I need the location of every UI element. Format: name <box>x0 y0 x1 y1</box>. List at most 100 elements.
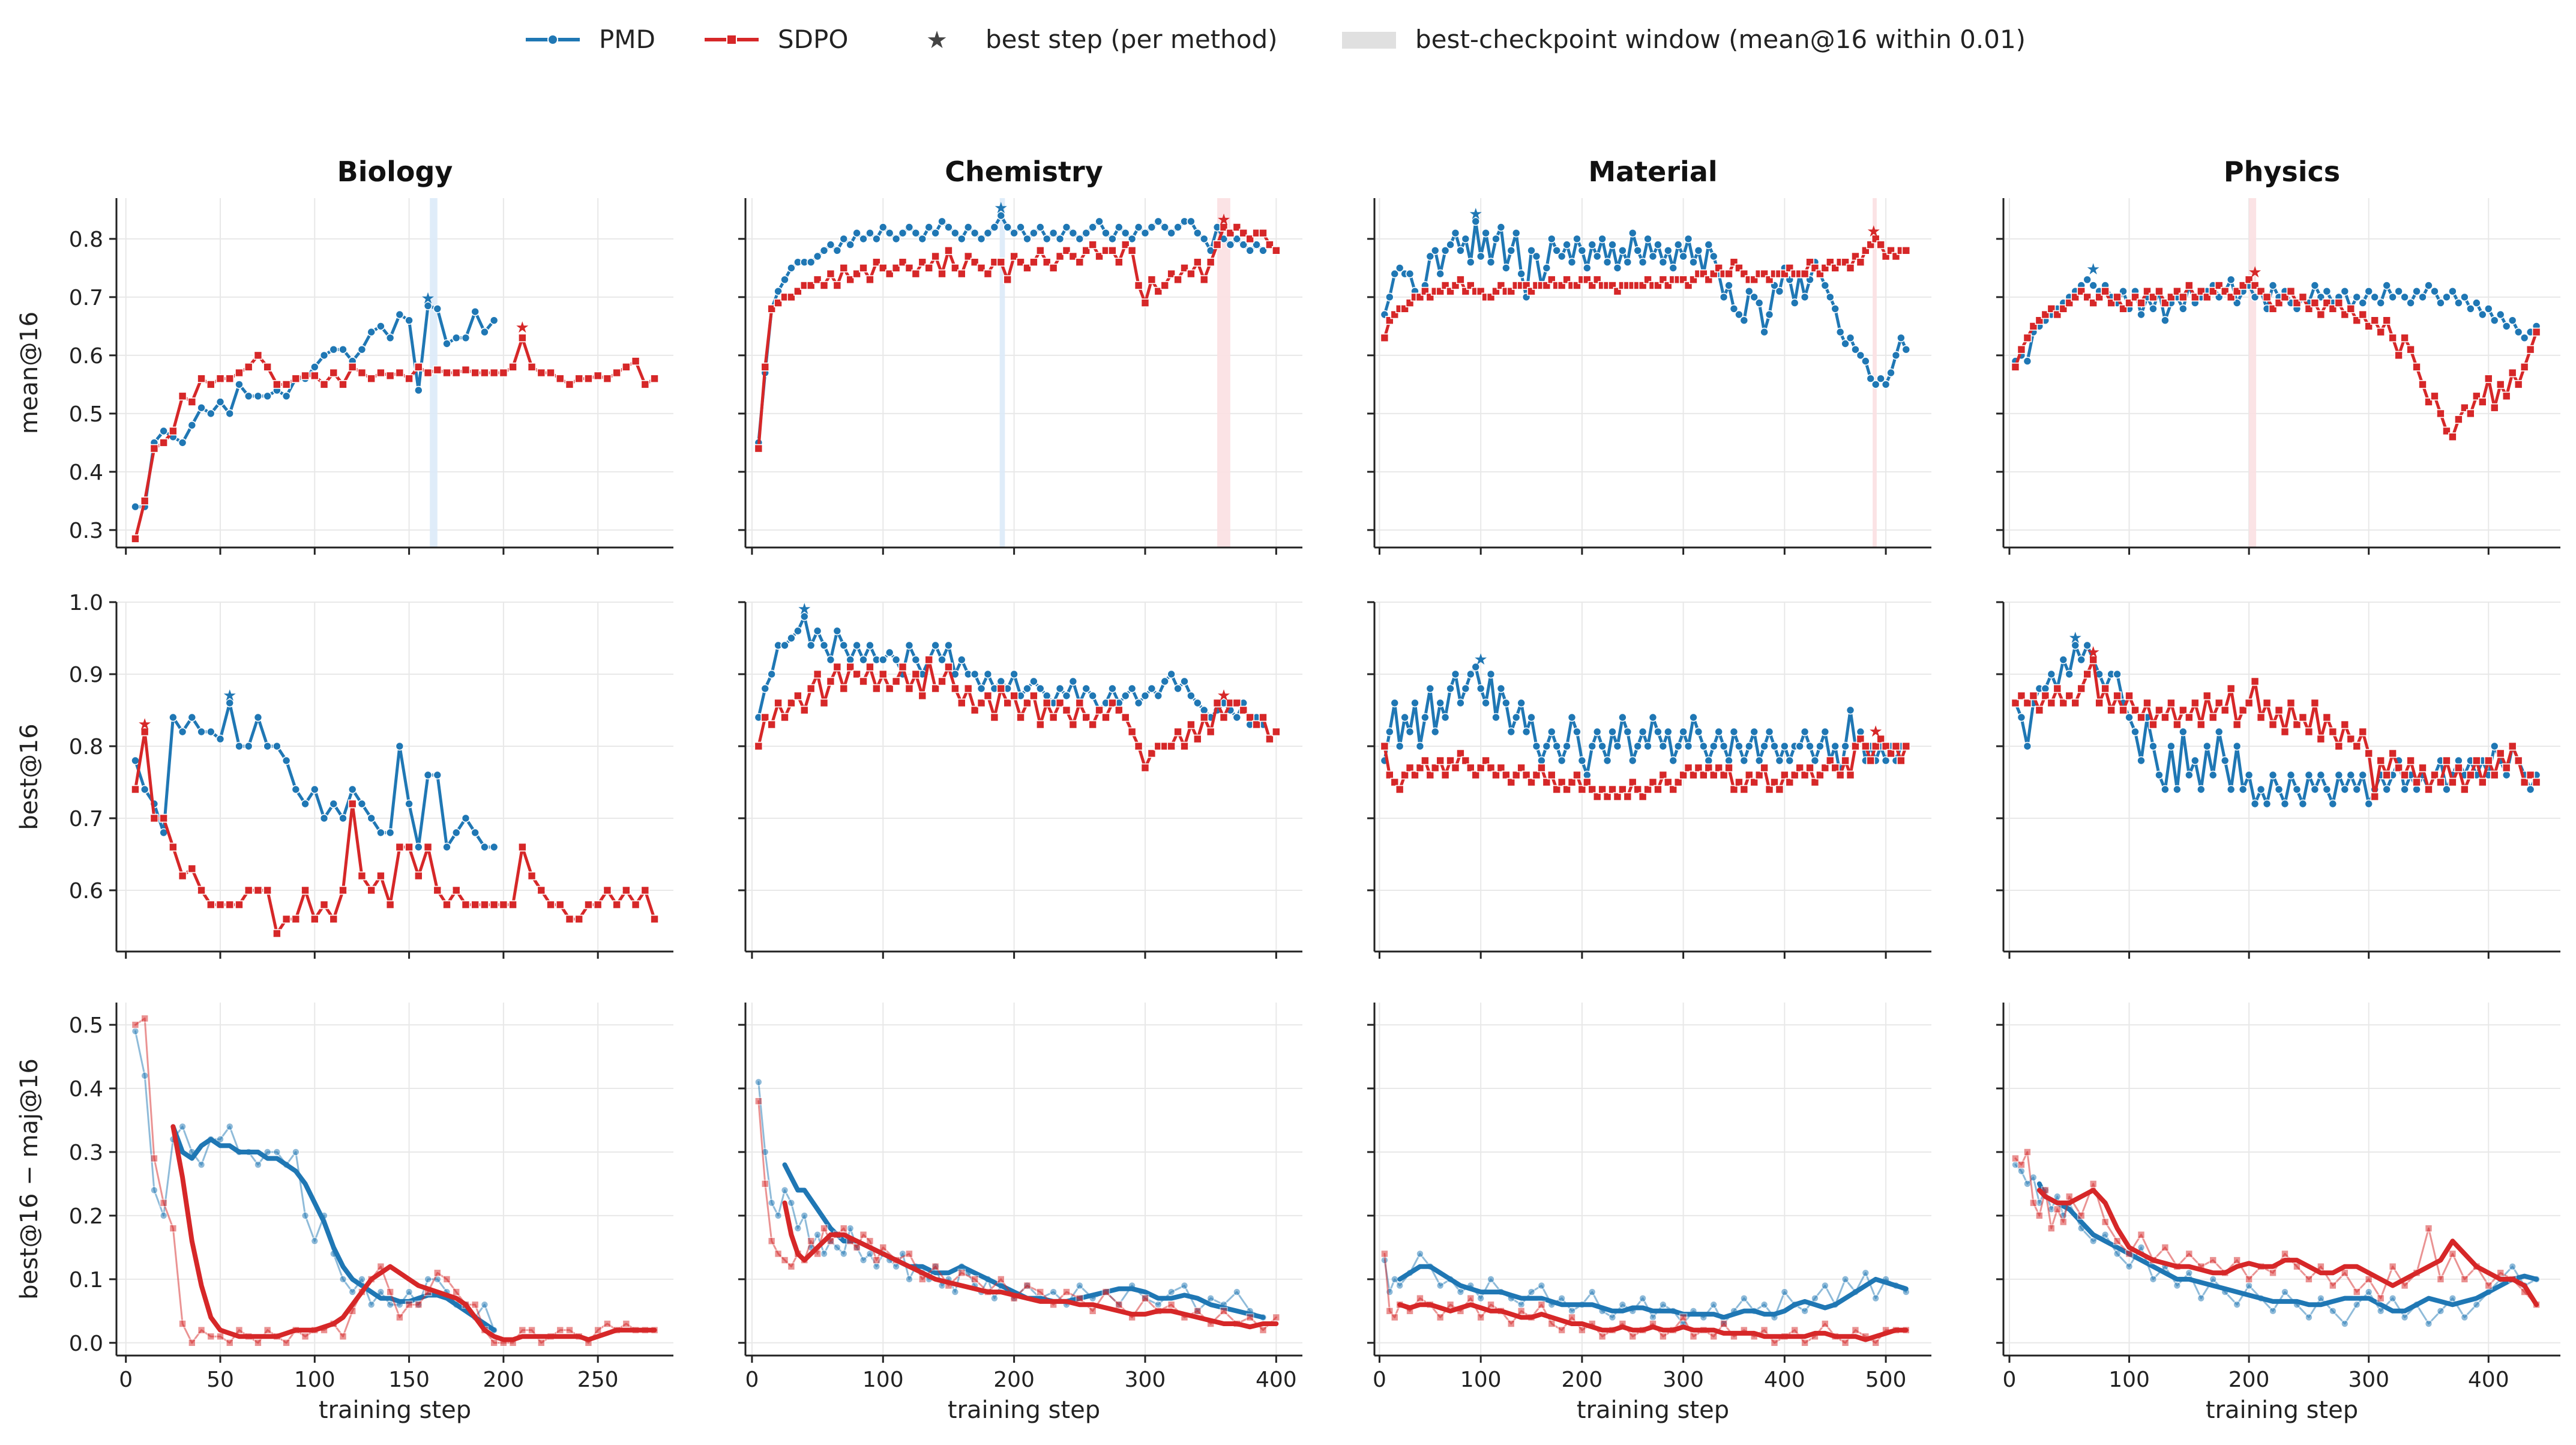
data-point-sdpo <box>2179 705 2188 715</box>
data-point-pmd <box>1704 240 1714 249</box>
data-point-pmd <box>1395 264 1404 273</box>
data-point-sdpo <box>253 885 263 895</box>
data-point-pmd <box>977 684 986 693</box>
data-point-pmd <box>1679 252 1688 261</box>
data-point-pmd <box>2281 1288 2289 1296</box>
data-point-sdpo <box>2023 333 2032 343</box>
data-point-pmd <box>2137 1243 2146 1252</box>
data-point-pmd <box>1739 316 1749 325</box>
data-point-pmd <box>832 246 842 255</box>
data-point-pmd <box>1491 234 1500 244</box>
data-point-pmd <box>2436 298 2445 307</box>
data-point-pmd <box>1395 1281 1404 1290</box>
data-point-sdpo <box>281 380 291 389</box>
data-point-sdpo <box>2490 403 2499 412</box>
data-point-pmd <box>2238 785 2248 794</box>
data-point-pmd <box>1679 727 1688 737</box>
data-point-sdpo <box>1871 741 1880 751</box>
data-point-pmd <box>1206 1294 1215 1303</box>
data-point-sdpo <box>1623 792 1633 801</box>
data-point-sdpo <box>2011 362 2020 372</box>
data-point-pmd <box>2179 727 2188 737</box>
data-point-pmd <box>1075 234 1085 244</box>
data-point-sdpo <box>2454 415 2463 424</box>
data-point-sdpo <box>1199 713 1209 722</box>
x-tick-label: 200 <box>483 1368 525 1392</box>
data-point-sdpo <box>1023 1281 1032 1290</box>
data-point-pmd <box>489 316 499 325</box>
data-point-pmd <box>2382 281 2391 290</box>
data-point-pmd <box>2149 304 2158 313</box>
y-axis-label: best@16 − maj@16 <box>16 1058 43 1300</box>
data-point-sdpo <box>1608 785 1617 794</box>
data-point-sdpo <box>1180 264 1189 273</box>
data-point-sdpo <box>1679 770 1688 780</box>
data-point-sdpo <box>2532 777 2541 787</box>
data-point-pmd <box>424 1275 432 1284</box>
data-point-pmd <box>2232 741 2242 751</box>
data-point-sdpo <box>225 1339 234 1347</box>
data-point-sdpo <box>1390 777 1400 787</box>
data-point-sdpo <box>2436 1275 2445 1284</box>
data-point-pmd <box>2376 298 2385 307</box>
data-point-sdpo <box>385 900 395 910</box>
data-point-pmd <box>819 246 829 255</box>
data-point-sdpo <box>865 662 874 672</box>
data-point-pmd <box>405 1288 414 1296</box>
panel-2-3: 0 100 200 300 400 training step <box>1996 1003 2560 1424</box>
data-point-pmd <box>1587 741 1597 751</box>
data-point-pmd <box>376 322 385 331</box>
data-point-pmd <box>244 741 253 751</box>
data-point-sdpo <box>1502 770 1511 780</box>
data-point-pmd <box>1886 368 1895 378</box>
data-point-pmd <box>2454 298 2463 307</box>
data-point-pmd <box>386 1300 394 1309</box>
data-point-pmd <box>1187 217 1196 226</box>
data-point-sdpo <box>787 292 796 302</box>
legend-star-icon: ★ <box>926 26 948 54</box>
data-point-sdpo <box>451 885 461 895</box>
data-point-pmd <box>1487 1275 1495 1284</box>
data-point-sdpo <box>2484 1281 2493 1290</box>
data-point-sdpo <box>1062 705 1071 715</box>
data-point-pmd <box>1673 741 1683 751</box>
data-point-sdpo <box>1055 698 1065 708</box>
data-point-sdpo <box>565 1326 574 1335</box>
data-point-sdpo <box>832 662 842 672</box>
data-point-sdpo <box>131 534 140 543</box>
data-point-sdpo <box>931 684 940 693</box>
data-point-pmd <box>1825 292 1835 302</box>
data-point-pmd <box>1805 741 1814 751</box>
y-tick-label: 0.7 <box>69 807 103 831</box>
data-point-pmd <box>461 333 471 343</box>
legend-window-patch <box>1342 32 1396 49</box>
data-point-pmd <box>944 223 953 232</box>
data-point-sdpo <box>1232 223 1242 232</box>
y-axis-label: best@16 <box>16 723 43 830</box>
data-point-pmd <box>1684 741 1693 751</box>
data-point-sdpo <box>1140 763 1150 773</box>
data-point-pmd <box>292 1148 300 1156</box>
data-point-sdpo <box>944 662 953 672</box>
data-point-sdpo <box>911 269 921 279</box>
data-point-sdpo <box>1101 713 1110 722</box>
data-point-pmd <box>178 438 187 447</box>
data-point-sdpo <box>140 1014 149 1023</box>
data-point-pmd <box>1648 713 1658 722</box>
data-point-pmd <box>140 1072 149 1080</box>
data-point-sdpo <box>1259 1326 1268 1335</box>
data-point-pmd <box>819 641 829 650</box>
data-point-sdpo <box>1421 756 1430 765</box>
data-point-pmd <box>1481 228 1490 238</box>
data-point-pmd <box>1547 727 1556 737</box>
data-point-sdpo <box>2520 777 2529 787</box>
data-point-pmd <box>2208 770 2218 780</box>
data-point-sdpo <box>1121 240 1130 249</box>
data-point-pmd <box>1542 264 1551 273</box>
data-point-pmd <box>310 362 319 372</box>
data-point-pmd <box>2472 298 2481 307</box>
data-point-sdpo <box>2233 1256 2241 1264</box>
data-point-pmd <box>1486 258 1496 267</box>
data-point-sdpo <box>1578 1326 1586 1335</box>
